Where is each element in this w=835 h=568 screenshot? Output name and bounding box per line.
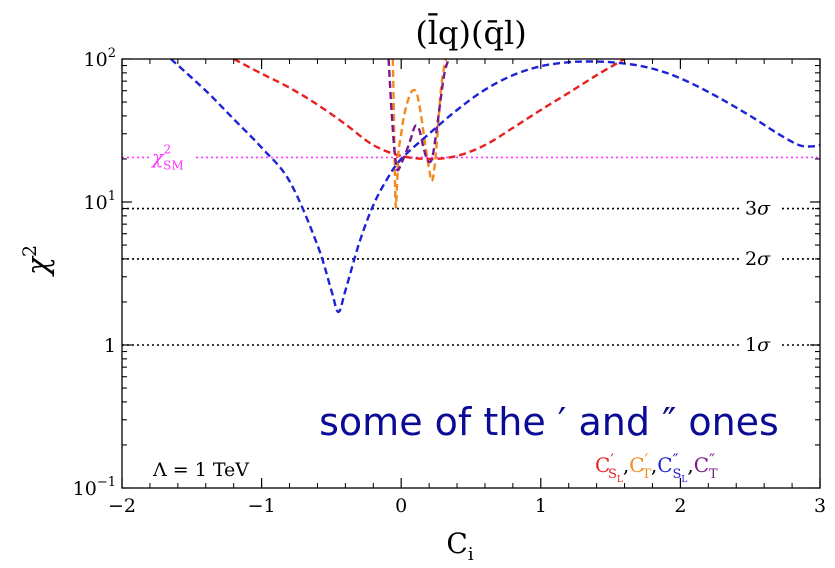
legend-separator: ,: [687, 453, 693, 477]
sigma-number: 2: [745, 248, 757, 270]
y-tick-base: 1: [104, 335, 116, 357]
series-line-0: [233, 59, 626, 161]
sigma-symbol: σ: [757, 334, 771, 356]
y-tick-label: 102: [84, 46, 116, 71]
sigma-label: 2σ: [745, 248, 771, 270]
main-annotation: some of the ′ and ″ ones: [319, 400, 779, 444]
x-tick-label: 2: [674, 495, 686, 517]
y-tick-exponent: 1: [108, 189, 116, 204]
y-tick-exponent: 2: [108, 46, 116, 61]
chi2-sm-label: χ2 SM: [150, 142, 184, 172]
axis-ticks: [121, 58, 821, 489]
legend-entry-prime: ″: [673, 450, 679, 469]
chi-symbol: χ: [150, 146, 165, 168]
y-tick-label: 10−1: [73, 475, 116, 500]
x-axis-label: Ci: [446, 527, 473, 565]
sigma-symbol: σ: [757, 198, 771, 220]
legend-text: C′ SL,C′ T,C″ SL,C″ T: [595, 450, 718, 485]
sigma-label: 3σ: [745, 198, 771, 220]
legend-entry-letter: C: [595, 453, 610, 477]
reference-lines: [122, 156, 820, 346]
x-tick-labels: −2 −1 0 1 2 3: [108, 495, 826, 517]
legend-entry-prime: ″: [709, 450, 715, 469]
y-axis-label: χ2: [19, 245, 56, 277]
chi-subscript: SM: [163, 158, 184, 172]
sigma-label: 1σ: [745, 334, 771, 356]
legend-entry-letter: C: [694, 453, 709, 477]
sigma-number: 3: [745, 198, 757, 220]
chart-title: (l̄q)(q̄l): [415, 13, 526, 52]
y-tick-base: 10: [84, 49, 108, 71]
legend-separator: ,: [623, 453, 629, 477]
legend-entry-sub: T: [642, 467, 651, 482]
y-tick-base: 10: [73, 478, 97, 500]
y-tick-base: 10: [84, 192, 108, 214]
legend-entry-sub: T: [709, 467, 718, 482]
x-tick-label: 1: [535, 495, 547, 517]
sigma-symbol: σ: [757, 248, 771, 270]
chi-superscript: 2: [164, 142, 172, 156]
y-tick-exponent: −1: [97, 475, 116, 490]
legend-entry-sub: S: [608, 467, 617, 482]
plot-frame: [121, 58, 821, 489]
x-tick-label: −2: [108, 495, 136, 517]
y-tick-label: 101: [84, 189, 116, 214]
series-line-2: [170, 59, 820, 314]
legend-entry-letter: C: [629, 453, 644, 477]
legend: C′ SL,C′ T,C″ SL,C″ T: [595, 450, 718, 485]
x-tick-label: 3: [814, 495, 826, 517]
series-line-1: [391, 59, 448, 209]
x-tick-label: 0: [395, 495, 407, 517]
legend-entry-prime: ′: [610, 450, 614, 469]
legend-separator: ,: [651, 453, 657, 477]
legend-entry-subsub: L: [681, 475, 687, 485]
legend-entry-letter: C: [657, 453, 672, 477]
legend-entry-prime: ′: [645, 450, 649, 469]
legend-entry-subsub: L: [617, 475, 623, 485]
legend-entry-sub: S: [672, 467, 681, 482]
lambda-annotation: Λ = 1 TeV: [152, 459, 249, 481]
curves: [170, 59, 820, 314]
series-line-3: [387, 59, 450, 172]
sigma-number: 1: [745, 334, 757, 356]
x-tick-label: −1: [248, 495, 276, 517]
y-tick-label: 1: [104, 335, 116, 357]
